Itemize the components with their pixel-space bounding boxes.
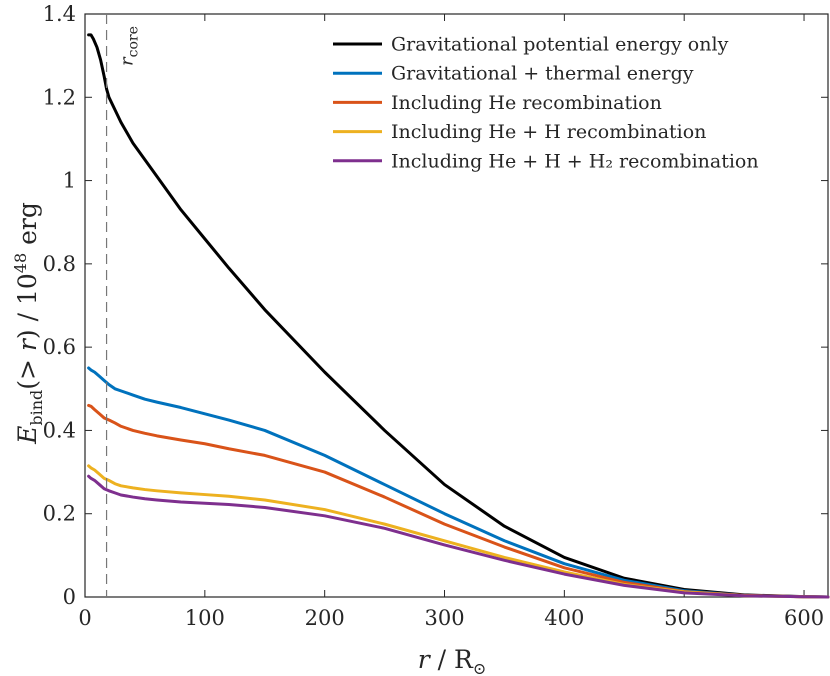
y-tick-label: 1.4 xyxy=(43,2,76,26)
y-tick-label: 0.4 xyxy=(43,418,76,442)
y-tick-label: 1 xyxy=(63,169,76,193)
y-tick-label: 0 xyxy=(63,585,76,609)
x-tick-label: 500 xyxy=(664,606,704,630)
x-tick-label: 600 xyxy=(784,606,824,630)
y-tick-label: 0.6 xyxy=(43,335,76,359)
x-axis-label: r / R⊙ xyxy=(418,645,487,676)
series-line-3 xyxy=(87,403,830,599)
series-line-2 xyxy=(87,366,830,599)
y-tick-label: 0.8 xyxy=(43,252,76,276)
x-tick-label: 100 xyxy=(185,606,225,630)
series-line-1 xyxy=(87,33,830,599)
x-tick-label: 200 xyxy=(305,606,345,630)
legend-label-3: Including He recombination xyxy=(391,92,662,114)
legend-label-1: Gravitational potential energy only xyxy=(391,34,729,56)
plot-frame xyxy=(84,13,829,598)
annotation-layer: rcore xyxy=(105,14,142,597)
r-core-label: rcore xyxy=(117,26,142,66)
plot-area xyxy=(84,13,829,598)
y-tick-label: 1.2 xyxy=(43,85,76,109)
series-layer xyxy=(87,33,830,599)
x-tick-label: 300 xyxy=(424,606,464,630)
series-line-4 xyxy=(87,464,830,599)
x-tick-label: 400 xyxy=(544,606,584,630)
axis-ticks: 0 100 200 300 400 500 600 0 0.2 0.4 0.6 0.8 1 1.2 1.4 xyxy=(43,2,828,630)
legend-label-2: Gravitational + thermal energy xyxy=(391,63,694,85)
legend-label-5: Including He + H + H₂ recombination xyxy=(391,150,759,172)
series-line-5 xyxy=(87,474,830,599)
x-tick-label: 0 xyxy=(78,606,91,630)
y-axis-label: Ebind(> r) / 1048 erg xyxy=(11,202,46,445)
y-tick-label: 0.2 xyxy=(43,502,76,526)
legend: Gravitational potential energy only Gravi… xyxy=(333,34,759,172)
legend-label-4: Including He + H recombination xyxy=(391,121,706,143)
